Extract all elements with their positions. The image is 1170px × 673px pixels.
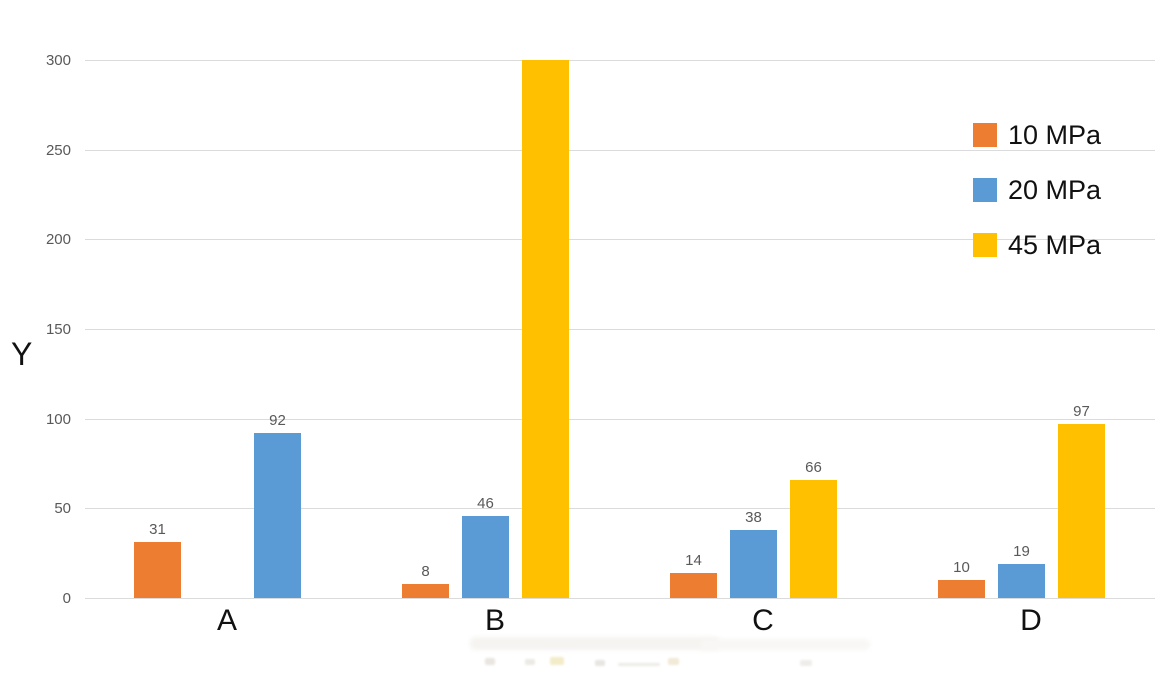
- bar-b-10mpa: [402, 583, 449, 598]
- y-tick-label: 50: [54, 500, 71, 518]
- y-tick-label: 250: [45, 141, 71, 159]
- legend-label: 10 MPa: [1008, 120, 1102, 150]
- gridline: [85, 418, 1155, 420]
- y-tick-label: 150: [45, 321, 71, 338]
- gridline: [85, 508, 1155, 510]
- legend-swatch: [973, 233, 997, 257]
- gridline: [85, 149, 1155, 151]
- bar-b-20mpa: [462, 515, 509, 598]
- gridline: [85, 239, 1155, 241]
- legend-item: 20 MPa: [973, 176, 1101, 204]
- legend-item: 10 MPa: [973, 121, 1101, 149]
- smudge-band: [470, 637, 720, 650]
- smudge-fleck: [618, 663, 660, 666]
- smudge-fleck: [595, 660, 605, 666]
- smudge-fleck: [550, 657, 564, 665]
- gridline: [85, 598, 1155, 599]
- y-axis-title: Y: [11, 336, 33, 372]
- bar-c-10mpa: [670, 572, 717, 598]
- bar-a-20mpa: [254, 433, 301, 598]
- y-tick-label: 200: [45, 231, 71, 249]
- bar-d-10mpa: [938, 580, 985, 598]
- bar-value-label: 92: [269, 412, 286, 429]
- bar-value-label: 14: [685, 551, 702, 569]
- smudge-band: [700, 639, 870, 650]
- x-category-label: B: [484, 604, 505, 637]
- bar-value-label: 19: [1013, 542, 1030, 560]
- gridline: [85, 329, 1155, 330]
- legend: 10 MPa 20 MPa 45 MPa: [973, 121, 1101, 286]
- bar-d-20mpa: [998, 563, 1045, 598]
- bar-value-label: 8: [421, 562, 430, 580]
- smudge-fleck: [668, 658, 679, 665]
- bar-value-label: 10: [953, 559, 970, 577]
- bar-a-10mpa: [134, 542, 181, 598]
- legend-swatch: [973, 123, 997, 147]
- bar-c-45mpa: [790, 479, 837, 598]
- x-category-label: C: [752, 604, 774, 637]
- bar-d-45mpa: [1058, 424, 1105, 598]
- bar-value-label: 66: [805, 458, 822, 476]
- bar-b-45mpa: [522, 60, 569, 598]
- x-category-label: D: [1020, 604, 1042, 637]
- y-tick-label: 300: [45, 52, 71, 69]
- bar-value-label: 97: [1073, 403, 1090, 421]
- legend-item: 45 MPa: [973, 231, 1101, 259]
- legend-label: 20 MPa: [1008, 175, 1102, 205]
- bar-value-label: 31: [149, 521, 166, 539]
- smudge-fleck: [485, 658, 495, 665]
- y-tick-label: 0: [62, 590, 71, 607]
- x-category-label: A: [216, 604, 237, 637]
- legend-swatch: [973, 178, 997, 202]
- smudge-fleck: [525, 659, 535, 665]
- smudge-fleck: [800, 660, 812, 666]
- bar-c-20mpa: [730, 529, 777, 598]
- bar-value-label: 38: [745, 508, 762, 526]
- gridline: [85, 60, 1155, 61]
- bar-value-label: 46: [477, 494, 494, 512]
- legend-label: 45 MPa: [1008, 230, 1102, 260]
- y-tick-label: 100: [45, 410, 71, 428]
